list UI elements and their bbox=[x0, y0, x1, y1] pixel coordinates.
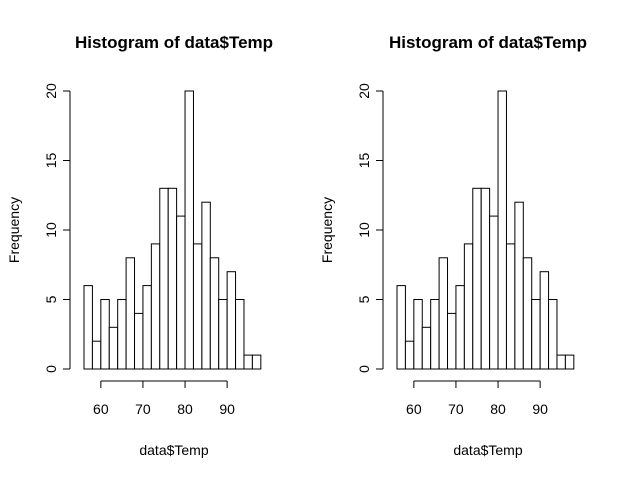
histogram-bar bbox=[176, 215, 186, 370]
histogram-bar bbox=[514, 201, 524, 370]
y-tick-label: 20 bbox=[43, 83, 59, 99]
histogram-bar bbox=[167, 187, 178, 370]
x-tick-label: 80 bbox=[177, 401, 193, 417]
histogram-bar bbox=[91, 340, 102, 370]
histogram-bar bbox=[480, 187, 491, 370]
histogram-bar bbox=[463, 243, 474, 370]
y-tick-label: 10 bbox=[356, 222, 372, 238]
y-axis-label: Frequency bbox=[6, 197, 22, 263]
histogram-bar bbox=[108, 326, 119, 370]
histogram-bar bbox=[201, 201, 211, 370]
y-axis: 0 5 10 15 20 bbox=[43, 83, 71, 373]
histogram-bar bbox=[505, 243, 516, 370]
histogram-bar bbox=[539, 271, 550, 370]
y-tick-label: 0 bbox=[356, 365, 372, 373]
histogram-bar bbox=[142, 285, 152, 370]
histogram-bar bbox=[184, 90, 194, 370]
histogram-bar bbox=[226, 271, 237, 370]
y-axis-label: Frequency bbox=[319, 197, 335, 263]
histogram-bar bbox=[497, 90, 507, 370]
x-axis-label: data$Temp bbox=[453, 442, 522, 458]
histogram-bar bbox=[134, 312, 144, 370]
x-axis: 60 70 80 90 bbox=[93, 380, 235, 417]
x-axis-label: data$Temp bbox=[139, 442, 208, 458]
y-tick-label: 10 bbox=[43, 222, 59, 238]
histogram-bar bbox=[430, 299, 440, 370]
histogram-bar bbox=[548, 299, 558, 370]
y-tick-label: 0 bbox=[43, 365, 59, 373]
histogram-bar bbox=[243, 354, 253, 370]
x-tick-label: 70 bbox=[135, 401, 151, 417]
histogram-bar bbox=[218, 299, 228, 370]
histogram-panel-right: Histogram of data$Temp data$Temp Frequen… bbox=[319, 33, 587, 458]
bars bbox=[83, 90, 262, 370]
y-axis: 0 5 10 15 20 bbox=[356, 83, 384, 373]
histogram-bar bbox=[125, 257, 136, 370]
histogram-bar bbox=[192, 243, 203, 370]
x-tick-label: 90 bbox=[532, 401, 548, 417]
histogram-bar bbox=[159, 187, 169, 370]
y-tick-label: 15 bbox=[356, 153, 372, 169]
histogram-bar bbox=[235, 299, 245, 370]
bars bbox=[396, 90, 575, 370]
y-tick-label: 5 bbox=[356, 295, 372, 303]
histogram-bar bbox=[531, 299, 541, 370]
histogram-panel-left: Histogram of data$Temp data$Temp Frequen… bbox=[6, 33, 273, 458]
x-tick-label: 70 bbox=[448, 401, 464, 417]
histogram-bar bbox=[489, 215, 499, 370]
histogram-bar bbox=[447, 312, 457, 370]
x-axis: 60 70 80 90 bbox=[406, 380, 548, 417]
histogram-bar bbox=[150, 243, 161, 370]
histogram-bar bbox=[83, 285, 93, 370]
histogram-bar bbox=[522, 257, 533, 370]
histogram-bar bbox=[438, 257, 449, 370]
histogram-bar bbox=[209, 257, 220, 370]
histogram-bar bbox=[117, 299, 127, 370]
histogram-bar bbox=[556, 354, 566, 370]
histogram-bar bbox=[251, 354, 262, 370]
histogram-bar bbox=[100, 299, 110, 370]
x-tick-label: 60 bbox=[406, 401, 422, 417]
histogram-bar bbox=[455, 285, 465, 370]
histogram-bar bbox=[396, 285, 406, 370]
histogram-bar bbox=[413, 299, 423, 370]
x-tick-label: 80 bbox=[490, 401, 506, 417]
histogram-bar bbox=[564, 354, 575, 370]
chart-title: Histogram of data$Temp bbox=[75, 33, 273, 52]
y-tick-label: 15 bbox=[43, 153, 59, 169]
histogram-bar bbox=[404, 340, 415, 370]
histogram-bar bbox=[421, 326, 432, 370]
chart-title: Histogram of data$Temp bbox=[389, 33, 587, 52]
histogram-bar bbox=[472, 187, 482, 370]
x-tick-label: 90 bbox=[219, 401, 235, 417]
y-tick-label: 20 bbox=[356, 83, 372, 99]
x-tick-label: 60 bbox=[93, 401, 109, 417]
y-tick-label: 5 bbox=[43, 295, 59, 303]
